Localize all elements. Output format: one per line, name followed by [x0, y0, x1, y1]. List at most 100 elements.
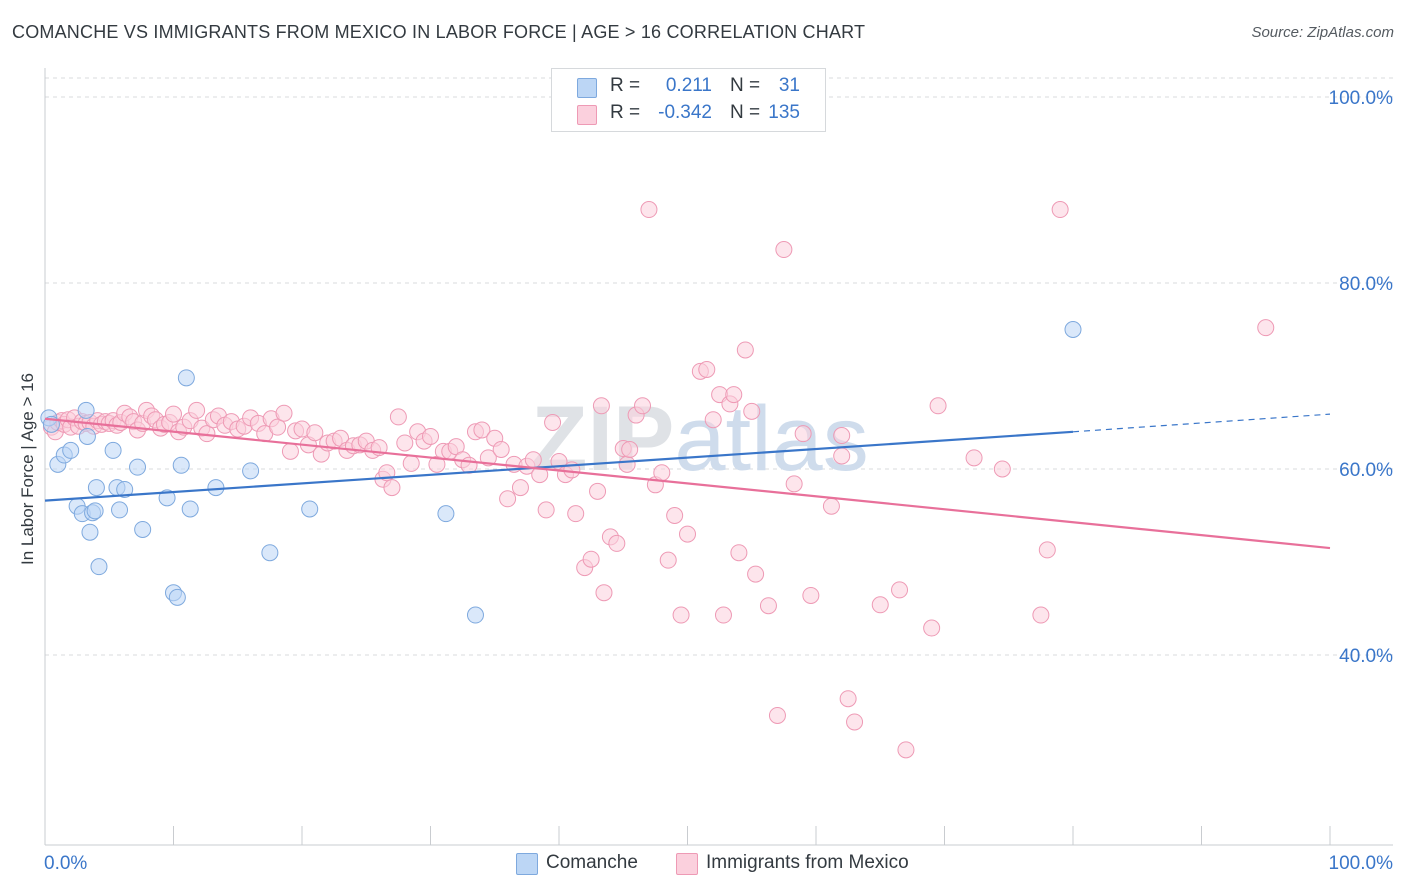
comanche-point [172, 456, 190, 474]
comanche-legend-swatch [516, 853, 538, 875]
mexico-point [871, 596, 889, 614]
mexico-point [306, 424, 324, 442]
chart-title: COMANCHE VS IMMIGRANTS FROM MEXICO IN LA… [12, 22, 866, 42]
mexico-point [929, 397, 947, 415]
mexico-point [511, 479, 529, 497]
mexico-point [672, 606, 690, 624]
mexico-point [1038, 541, 1056, 559]
comanche-point [181, 500, 199, 518]
comanche-swatch [577, 78, 597, 98]
comanche-point [62, 441, 80, 459]
mexico-point [891, 581, 909, 599]
mexico-point [389, 408, 407, 426]
comanche-point [437, 505, 455, 523]
comanche-point [261, 544, 279, 562]
mexico-point [659, 551, 677, 569]
mexico-point [383, 479, 401, 497]
r-value: -0.342 [658, 102, 712, 123]
mexico-point [839, 690, 857, 708]
mexico-point [993, 460, 1011, 478]
mexico-point [802, 586, 820, 604]
mexico-swatch [577, 105, 597, 125]
mexico-point [479, 449, 497, 467]
mexico-point [747, 565, 765, 583]
x-tick-label-max: 100.0% [1329, 853, 1394, 874]
axis-layer [44, 68, 1393, 846]
y-axis-label: In Labor Force | Age > 16 [18, 372, 37, 565]
mexico-point [846, 713, 864, 731]
mexico-point [698, 360, 716, 378]
mexico-point [768, 706, 786, 724]
mexico-point [595, 584, 613, 602]
mexico-point [269, 418, 287, 436]
r-value: 0.211 [665, 75, 712, 96]
watermark: ZIPatlas [531, 388, 868, 490]
mexico-point [714, 606, 732, 624]
mexico-point [589, 482, 607, 500]
trend-layer [44, 413, 1331, 550]
mexico-point [833, 447, 851, 465]
mexico-point [582, 550, 600, 568]
mexico-point [822, 497, 840, 515]
stats-legend: R = 0.211 N = 31 R = -0.342 N = 135 [551, 68, 826, 132]
r-label: R = [610, 75, 641, 96]
legend-label-mexico: Immigrants from Mexico [706, 852, 909, 873]
comanche-point [129, 458, 147, 476]
comanche-point [242, 462, 260, 480]
comanche-point [78, 427, 96, 445]
mexico-point [275, 404, 293, 422]
comanche-point [86, 502, 104, 520]
n-value: 135 [768, 102, 800, 123]
mexico-point [1032, 606, 1050, 624]
mexico-point [188, 401, 206, 419]
comanche-point [104, 441, 122, 459]
mexico-point [402, 454, 420, 472]
mexico-point [1257, 319, 1275, 337]
mexico-trendline [44, 417, 1331, 550]
mexico-point [165, 405, 182, 423]
n-label: N = [730, 102, 761, 123]
y-axis-label-wrap: In Labor Force | Age > 16 [18, 373, 38, 785]
comanche-point [90, 558, 108, 576]
mexico-point [492, 440, 510, 458]
comanche-trendline-extension [1072, 413, 1331, 433]
y-tick-label: 100.0% [1329, 88, 1394, 109]
tick-layer: 40.0% 60.0% 80.0% 100.0% 0.0% 100.0% [44, 88, 1393, 874]
mexico-point [422, 427, 439, 445]
y-tick-label: 80.0% [1339, 274, 1393, 295]
mexico-point [775, 241, 793, 259]
mexico-legend-swatch [676, 853, 698, 875]
mexico-point [736, 341, 754, 359]
comanche-point [77, 401, 95, 419]
mexico-point [1051, 201, 1069, 219]
comanche-point [134, 520, 152, 538]
comanche-point [207, 479, 225, 497]
mexico-point [785, 475, 803, 493]
comanche-point [466, 606, 484, 624]
comanche-trendline [44, 430, 1074, 502]
n-value: 31 [778, 75, 800, 96]
n-label: N = [730, 75, 761, 96]
mexico-point [592, 397, 610, 415]
stats-row-mexico: R = -0.342 N = 135 [552, 101, 825, 127]
comanche-point [168, 588, 186, 606]
comanche-point [158, 489, 176, 507]
comanche-point [111, 501, 129, 519]
grid-layer [45, 77, 1393, 656]
mexico-point [923, 619, 941, 637]
mexico-point [743, 402, 761, 420]
mexico-point [634, 397, 652, 415]
mexico-point [618, 455, 636, 473]
legend-label-comanche: Comanche [546, 852, 638, 873]
mexico-point [567, 505, 585, 523]
mexico-point [679, 525, 696, 543]
y-tick-label: 60.0% [1339, 460, 1393, 481]
mexico-point [730, 544, 748, 562]
mexico-point [544, 414, 562, 431]
x-tick-label-min: 0.0% [44, 853, 87, 874]
mexico-point [473, 421, 491, 439]
r-label: R = [610, 102, 641, 123]
mexico-point [524, 451, 542, 469]
mexico-point [537, 501, 555, 519]
